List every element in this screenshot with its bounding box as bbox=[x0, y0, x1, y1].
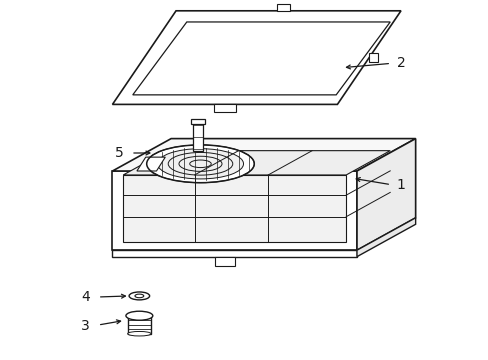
Text: 3: 3 bbox=[81, 319, 90, 333]
Text: 4: 4 bbox=[81, 290, 90, 304]
Polygon shape bbox=[123, 150, 389, 175]
Text: 1: 1 bbox=[396, 179, 405, 192]
Polygon shape bbox=[112, 250, 356, 257]
Polygon shape bbox=[368, 53, 377, 62]
Ellipse shape bbox=[179, 156, 222, 171]
Polygon shape bbox=[214, 104, 236, 112]
Polygon shape bbox=[215, 257, 234, 266]
Polygon shape bbox=[356, 139, 415, 250]
Ellipse shape bbox=[126, 311, 152, 320]
Polygon shape bbox=[277, 4, 290, 11]
Polygon shape bbox=[137, 157, 165, 171]
Polygon shape bbox=[356, 218, 415, 257]
Polygon shape bbox=[191, 119, 204, 123]
Text: 5: 5 bbox=[115, 146, 124, 160]
Ellipse shape bbox=[168, 152, 232, 175]
Polygon shape bbox=[112, 171, 356, 250]
Polygon shape bbox=[112, 11, 400, 104]
Ellipse shape bbox=[135, 294, 143, 298]
Polygon shape bbox=[133, 22, 389, 95]
Polygon shape bbox=[112, 139, 415, 171]
Polygon shape bbox=[123, 175, 346, 242]
Ellipse shape bbox=[127, 332, 151, 336]
Ellipse shape bbox=[129, 292, 149, 300]
Ellipse shape bbox=[157, 149, 243, 179]
Ellipse shape bbox=[146, 145, 254, 183]
Polygon shape bbox=[127, 316, 151, 334]
Ellipse shape bbox=[189, 160, 211, 167]
Polygon shape bbox=[192, 123, 203, 150]
Text: 2: 2 bbox=[396, 56, 405, 70]
